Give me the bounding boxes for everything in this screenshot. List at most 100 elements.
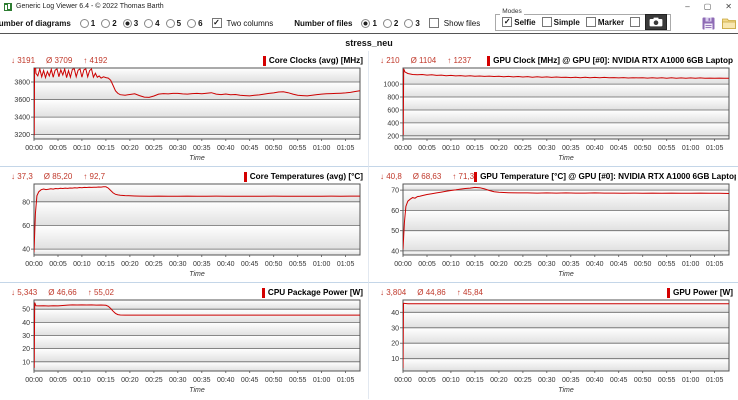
file-count-radio-2[interactable] [382,18,392,28]
svg-text:60: 60 [22,223,30,230]
chart-stats: ↓ 3,804 Ø 44,86 ↑ 45,84 [380,288,483,297]
chart-title-text: CPU Package Power [W] [267,288,363,297]
svg-text:00:35: 00:35 [193,261,211,268]
svg-text:01:00: 01:00 [682,377,700,384]
svg-text:40: 40 [22,247,30,254]
chart-header: ↓ 210 Ø 1104 ↑ 1237 GPU Clock [MHz] @ GP… [373,54,736,67]
mode-checkbox-marker[interactable] [585,17,596,27]
svg-text:00:20: 00:20 [490,145,508,152]
svg-text:01:05: 01:05 [337,261,355,268]
chart-plot[interactable]: 3200 3400 3600 3800 00:00 00:05 00:10 00:15 00:2… [4,67,366,167]
svg-text:00:05: 00:05 [418,145,436,152]
chart-title-text: GPU Clock [MHz] @ GPU [#0]: NVIDIA RTX A… [493,56,733,65]
app-icon [4,2,12,11]
chart-plot[interactable]: 200 400 600 800 1000 00:00 00:05 00:10 00:15 00:2… [373,67,735,167]
save-button[interactable] [702,16,715,30]
file-name: stress_neu [345,37,393,48]
file-count-radio-3[interactable] [404,18,414,28]
diagram-count-radio-label: 4 [155,18,160,28]
svg-text:00:55: 00:55 [658,261,676,268]
chart-title: GPU Power [W] [666,287,733,298]
svg-text:600: 600 [387,108,399,115]
svg-text:Time: Time [189,387,205,394]
file-count-radio-1[interactable] [361,18,371,28]
legend-color-bar [487,55,491,66]
svg-text:00:45: 00:45 [241,145,259,152]
svg-text:01:05: 01:05 [337,377,355,384]
svg-text:01:00: 01:00 [313,377,331,384]
svg-text:00:15: 00:15 [97,377,115,384]
show-files-checkbox[interactable] [428,18,439,28]
svg-text:00:20: 00:20 [121,261,139,268]
chart-title: Core Temperatures (avg) [°C] [243,171,363,182]
diagram-count-radio-2[interactable] [101,18,111,28]
svg-text:00:40: 00:40 [217,377,235,384]
svg-text:50: 50 [22,307,30,314]
chart-panel: ↓ 3191 Ø 3709 ↑ 4192 Core Clocks (avg) [… [0,51,369,167]
maximize-icon[interactable]: ▢ [703,2,712,11]
screenshot-button[interactable] [645,14,668,30]
chart-title-text: GPU Temperature [°C] @ GPU [#0]: NVIDIA … [480,172,736,181]
chart-plot[interactable]: 10 20 30 40 00:00 00:05 00:10 00:15 00:20 00:25 00… [373,299,735,399]
svg-text:00:15: 00:15 [466,261,484,268]
diagram-count-radio-3[interactable] [122,18,132,28]
svg-text:00:25: 00:25 [145,377,163,384]
svg-text:40: 40 [22,320,30,327]
file-count-radios: 1 2 3 [355,18,420,28]
diagram-count-radio-5[interactable] [165,18,175,28]
folder-icon [722,18,736,29]
two-columns-checkbox[interactable] [211,18,222,28]
svg-text:Time: Time [558,387,574,394]
svg-text:Time: Time [189,155,205,162]
svg-text:00:00: 00:00 [25,261,43,268]
svg-text:00:30: 00:30 [169,377,187,384]
chart-plot[interactable]: 40 50 60 70 00:00 00:05 00:10 00:15 00:20 00:25 00… [373,183,735,283]
svg-text:3600: 3600 [14,97,30,104]
svg-text:01:00: 01:00 [682,261,700,268]
svg-text:00:25: 00:25 [514,145,532,152]
svg-text:00:15: 00:15 [97,261,115,268]
stat-max: ↑ 92,7 [83,172,106,181]
chart-title: GPU Temperature [°C] @ GPU [#0]: NVIDIA … [474,171,736,182]
close-icon[interactable]: ✕ [725,2,732,11]
svg-text:Time: Time [558,155,574,162]
legend-color-bar [474,171,478,182]
modes-groupbox: Modes Selfie Simple Marker [495,8,672,31]
svg-text:30: 30 [391,325,399,332]
file-count-radio-label: 2 [393,18,399,28]
svg-text:00:25: 00:25 [145,261,163,268]
diagram-count-radio-label: 6 [198,18,203,28]
chart-title-text: Core Temperatures (avg) [°C] [249,172,363,181]
modes-group-label: Modes [500,7,524,15]
svg-text:00:15: 00:15 [466,145,484,152]
svg-text:00:55: 00:55 [658,377,676,384]
svg-text:50: 50 [391,228,399,235]
diagram-count-radio-label: 1 [90,18,96,28]
svg-text:00:50: 00:50 [634,261,652,268]
mode-checkbox-camera[interactable] [630,17,641,27]
svg-text:00:45: 00:45 [241,261,259,268]
open-folder-button[interactable] [722,16,736,30]
chart-plot[interactable]: 10 20 30 40 50 00:00 00:05 00:10 00:15 00:20 00:25… [4,299,366,399]
svg-text:01:05: 01:05 [706,145,724,152]
stat-min: ↓ 40,8 [380,172,402,181]
diagram-count-radio-4[interactable] [144,18,154,28]
mode-checkbox-selfie[interactable] [502,17,513,27]
svg-text:00:10: 00:10 [442,377,460,384]
svg-text:00:50: 00:50 [634,377,652,384]
window-title: Generic Log Viewer 6.4 - © 2022 Thomas B… [16,3,164,10]
diagram-count-radio-1[interactable] [79,18,89,28]
svg-text:00:55: 00:55 [289,261,307,268]
svg-text:00:20: 00:20 [490,377,508,384]
stat-min: ↓ 5,343 [11,288,38,297]
mode-checkbox-simple[interactable] [541,17,552,27]
minimize-icon[interactable]: – [685,2,690,11]
svg-text:01:05: 01:05 [337,145,355,152]
chart-plot[interactable]: 40 60 80 00:00 00:05 00:10 00:15 00:20 00:25 00:3… [4,183,366,283]
svg-text:00:50: 00:50 [634,145,652,152]
chart-title: CPU Package Power [W] [261,287,363,298]
diagram-count-radio-6[interactable] [187,18,197,28]
stat-min: ↓ 210 [380,56,400,65]
diagram-count-radio-label: 2 [112,18,117,28]
chart-title-text: GPU Power [W] [672,288,733,297]
